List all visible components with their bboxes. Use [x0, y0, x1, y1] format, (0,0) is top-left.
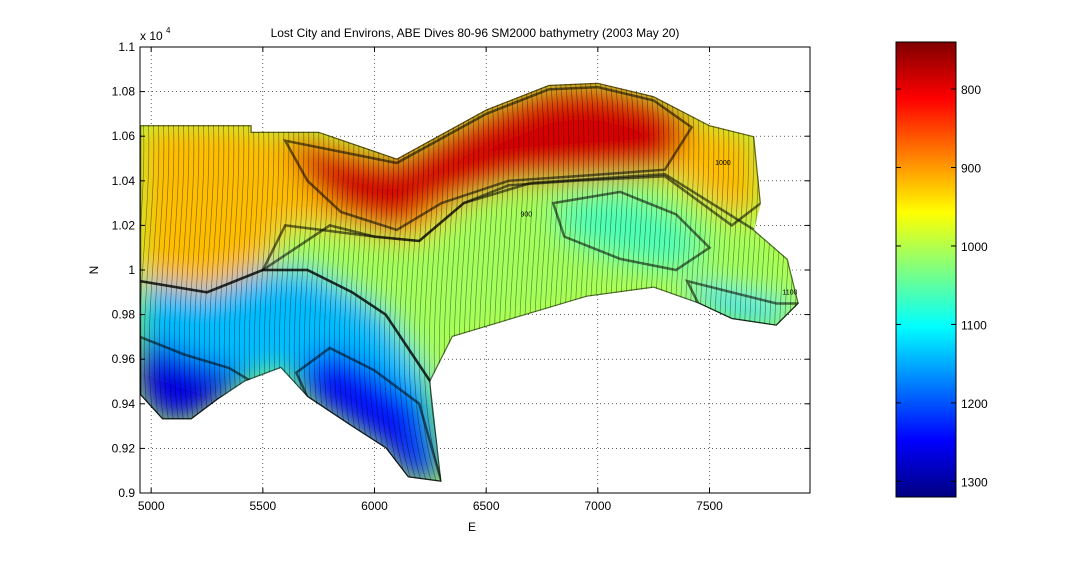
- contour-line: [819, 47, 840, 493]
- contour-line: [974, 47, 995, 493]
- y-tick-label: 0.92: [112, 441, 136, 455]
- y-axis-ticks: 0.9 0.92 0.94 0.96 0.98 1 1.02 1.04 1.06 1.08 1.1: [112, 40, 810, 500]
- contour-line: [54, 47, 75, 493]
- contour-depth-label: 1000: [715, 160, 731, 167]
- y-tick-label: 0.9: [118, 486, 135, 500]
- contour-line: [859, 47, 880, 493]
- y-tick-label: 0.94: [112, 397, 136, 411]
- contour-ridge: [551, 190, 712, 272]
- contour-line: [994, 47, 1015, 493]
- x-tick-label: 7500: [696, 499, 723, 513]
- contour-line: [109, 47, 130, 493]
- depth-region: [140, 336, 252, 420]
- y-tick-label: 0.98: [112, 308, 136, 322]
- contour-line: [844, 47, 865, 493]
- contour-ridge: [282, 85, 694, 232]
- x-tick-label: 5000: [138, 499, 165, 513]
- contour-ridge: [294, 346, 444, 482]
- contour-line: [64, 47, 85, 493]
- contour-line: [829, 47, 850, 493]
- contour-line: [44, 47, 65, 493]
- chart-title: Lost City and Environs, ABE Dives 80-96 …: [271, 26, 680, 40]
- y-exponent-base: x 10: [140, 29, 163, 43]
- x-tick-label: 7000: [584, 499, 611, 513]
- depth-region: [296, 348, 442, 482]
- colorbar-tick-label: 1100: [961, 318, 987, 332]
- contour-line: [814, 47, 835, 493]
- contour-line: [19, 47, 40, 493]
- colorbar-tick-label: 800: [961, 83, 981, 97]
- contour-line: [959, 47, 980, 493]
- contour-line: [824, 47, 845, 493]
- contour-depth-label: 1100: [782, 290, 797, 297]
- contour-line: [99, 47, 120, 493]
- y-exponent-power: 4: [166, 26, 171, 35]
- contour-line: [834, 47, 855, 493]
- colorbar-ticks: 800 900 1000 1100 1200 1300: [896, 83, 988, 489]
- contour-line: [59, 47, 80, 493]
- contour-line: [34, 47, 55, 493]
- colorbar: [895, 41, 957, 498]
- y-tick-label: 1.06: [112, 129, 136, 143]
- y-tick-label: 1.1: [118, 40, 135, 54]
- contour-line: [969, 47, 990, 493]
- contour-line: [854, 47, 875, 493]
- contour-line: [999, 47, 1020, 493]
- x-axis-ticks: 5000 5500 6000 6500 7000 7500: [138, 47, 723, 513]
- colorbar-tick-label: 1300: [961, 475, 988, 489]
- colorbar-tick-label: 1000: [961, 240, 988, 254]
- contour-line: [0, 47, 10, 493]
- bathymetry-surface: [140, 82, 799, 482]
- contour-line: [989, 47, 1010, 493]
- y-axis-label: N: [87, 266, 101, 275]
- contour-line: [49, 47, 70, 493]
- y-tick-label: 0.96: [112, 352, 136, 366]
- contour-line: [809, 47, 830, 493]
- y-tick-label: 1.04: [112, 174, 136, 188]
- y-tick-label: 1.08: [112, 85, 136, 99]
- contour-line: [964, 47, 985, 493]
- contour-line: [0, 47, 15, 493]
- contour-line: [1004, 47, 1025, 493]
- contour-line: [849, 47, 870, 493]
- contour-line: [954, 47, 975, 493]
- contour-ridge: [140, 82, 763, 294]
- contour-line: [9, 47, 30, 493]
- contour-line: [0, 47, 20, 493]
- depth-region: [687, 281, 799, 326]
- depth-region: [285, 87, 692, 230]
- contour-line: [869, 47, 890, 493]
- x-axis-label: E: [468, 520, 476, 534]
- contour-line: [24, 47, 45, 493]
- contour-line: [864, 47, 885, 493]
- contour-line: [984, 47, 1005, 493]
- x-tick-label: 6000: [361, 499, 388, 513]
- contour-line: [29, 47, 50, 493]
- colorbar-tick-label: 1200: [961, 397, 988, 411]
- y-tick-label: 1: [128, 263, 135, 277]
- contour-line: [839, 47, 860, 493]
- colorbar-tick-label: 900: [961, 162, 981, 176]
- x-tick-label: 6500: [473, 499, 500, 513]
- contour-line: [104, 47, 125, 493]
- contour-line: [0, 47, 5, 493]
- x-tick-label: 5500: [249, 499, 276, 513]
- y-tick-label: 1.02: [112, 218, 136, 232]
- contour-line: [874, 47, 895, 493]
- contour-line: [979, 47, 1000, 493]
- depth-region: [553, 191, 710, 270]
- depth-regions: [140, 82, 799, 482]
- contour-labels: 900 1000 1100: [521, 160, 798, 296]
- contour-line: [4, 47, 25, 493]
- contour-line: [14, 47, 35, 493]
- contour-line: [39, 47, 60, 493]
- contour-depth-label: 900: [521, 211, 533, 218]
